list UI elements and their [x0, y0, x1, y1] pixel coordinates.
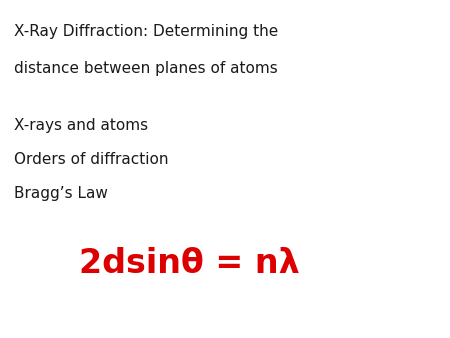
Text: Orders of diffraction: Orders of diffraction — [14, 152, 168, 167]
Text: Bragg’s Law: Bragg’s Law — [14, 186, 108, 201]
Text: distance between planes of atoms: distance between planes of atoms — [14, 61, 277, 76]
Text: X-rays and atoms: X-rays and atoms — [14, 118, 148, 133]
Text: 2dsinθ = nλ: 2dsinθ = nλ — [79, 247, 299, 280]
Text: X-Ray Diffraction: Determining the: X-Ray Diffraction: Determining the — [14, 24, 278, 39]
